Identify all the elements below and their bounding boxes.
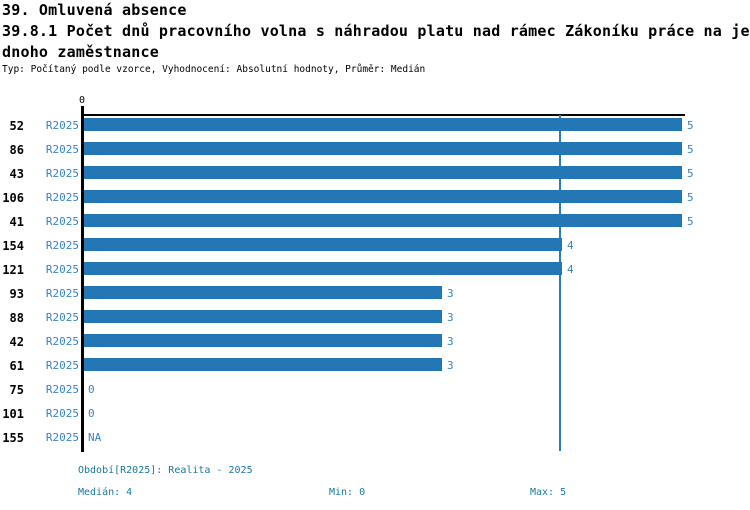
value-bar xyxy=(84,141,682,155)
value-label: 5 xyxy=(687,119,694,132)
chart-row: 43 R2025 5 xyxy=(0,162,750,186)
row-id-label: 75 xyxy=(9,383,24,397)
value-label: NA xyxy=(88,431,102,444)
value-label: 0 xyxy=(88,383,95,396)
value-label: 5 xyxy=(687,215,694,228)
row-period-label: R2025 xyxy=(45,167,79,180)
row-period-label: R2025 xyxy=(45,383,79,396)
row-period-label: R2025 xyxy=(45,215,79,228)
value-bar xyxy=(84,213,682,227)
report-title-line2: 39.8.1 Počet dnů pracovního volna s náhr… xyxy=(2,22,750,40)
row-id-label: 52 xyxy=(9,119,24,133)
row-id-label: 42 xyxy=(9,335,24,349)
chart-row: 154 R2025 4 xyxy=(0,234,750,258)
row-period-label: R2025 xyxy=(45,287,79,300)
value-bar xyxy=(84,237,562,251)
row-id-label: 155 xyxy=(2,431,24,445)
row-period-label: R2025 xyxy=(45,407,79,420)
x-axis-origin-label: 0 xyxy=(78,95,86,106)
row-id-label: 41 xyxy=(9,215,24,229)
value-label: 5 xyxy=(687,167,694,180)
row-period-label: R2025 xyxy=(45,143,79,156)
row-id-label: 106 xyxy=(2,191,24,205)
chart-row: 121 R2025 4 xyxy=(0,258,750,282)
value-bar xyxy=(84,309,442,323)
value-label: 4 xyxy=(567,239,574,252)
chart-row: 86 R2025 5 xyxy=(0,138,750,162)
value-label: 4 xyxy=(567,263,574,276)
report-subtitle: Typ: Počítaný podle vzorce, Vyhodnocení:… xyxy=(2,64,426,75)
max-stat: Max: 5 xyxy=(530,487,567,498)
chart-row: 106 R2025 5 xyxy=(0,186,750,210)
chart-row: 52 R2025 5 xyxy=(0,114,750,138)
median-reference-line xyxy=(559,115,561,451)
value-label: 0 xyxy=(88,407,95,420)
row-period-label: R2025 xyxy=(45,191,79,204)
row-id-label: 43 xyxy=(9,167,24,181)
row-period-label: R2025 xyxy=(45,431,79,444)
value-bar xyxy=(84,117,682,131)
value-bar xyxy=(84,285,442,299)
period-legend: Období[R2025]: Realita - 2025 xyxy=(78,465,253,476)
chart-row: 61 R2025 3 xyxy=(0,354,750,378)
chart-row: 101 R2025 0 xyxy=(0,402,750,426)
row-id-label: 121 xyxy=(2,263,24,277)
value-bar xyxy=(84,261,562,275)
value-label: 5 xyxy=(687,143,694,156)
chart-row: 88 R2025 3 xyxy=(0,306,750,330)
value-bar xyxy=(84,333,442,347)
row-period-label: R2025 xyxy=(45,335,79,348)
value-bar xyxy=(84,165,682,179)
value-bar xyxy=(84,189,682,203)
value-label: 3 xyxy=(447,287,454,300)
row-id-label: 88 xyxy=(9,311,24,325)
row-period-label: R2025 xyxy=(45,359,79,372)
value-bar xyxy=(84,357,442,371)
report-title-line1: 39. Omluvená absence xyxy=(2,1,187,19)
chart-row: 42 R2025 3 xyxy=(0,330,750,354)
median-stat: Medián: 4 xyxy=(78,487,133,498)
report-title-line3: dnoho zaměstnance xyxy=(2,43,159,61)
row-period-label: R2025 xyxy=(45,263,79,276)
chart-row: 41 R2025 5 xyxy=(0,210,750,234)
value-label: 3 xyxy=(447,359,454,372)
chart-row: 75 R2025 0 xyxy=(0,378,750,402)
chart-row: 155 R2025 NA xyxy=(0,426,750,450)
value-label: 3 xyxy=(447,311,454,324)
row-id-label: 61 xyxy=(9,359,24,373)
value-label: 5 xyxy=(687,191,694,204)
x-axis-top-line xyxy=(82,114,685,116)
row-period-label: R2025 xyxy=(45,311,79,324)
y-axis-line xyxy=(81,106,84,452)
row-id-label: 154 xyxy=(2,239,24,253)
chart-row: 93 R2025 3 xyxy=(0,282,750,306)
row-period-label: R2025 xyxy=(45,239,79,252)
row-id-label: 93 xyxy=(9,287,24,301)
row-id-label: 101 xyxy=(2,407,24,421)
value-label: 3 xyxy=(447,335,454,348)
row-period-label: R2025 xyxy=(45,119,79,132)
row-id-label: 86 xyxy=(9,143,24,157)
min-stat: Min: 0 xyxy=(329,487,366,498)
